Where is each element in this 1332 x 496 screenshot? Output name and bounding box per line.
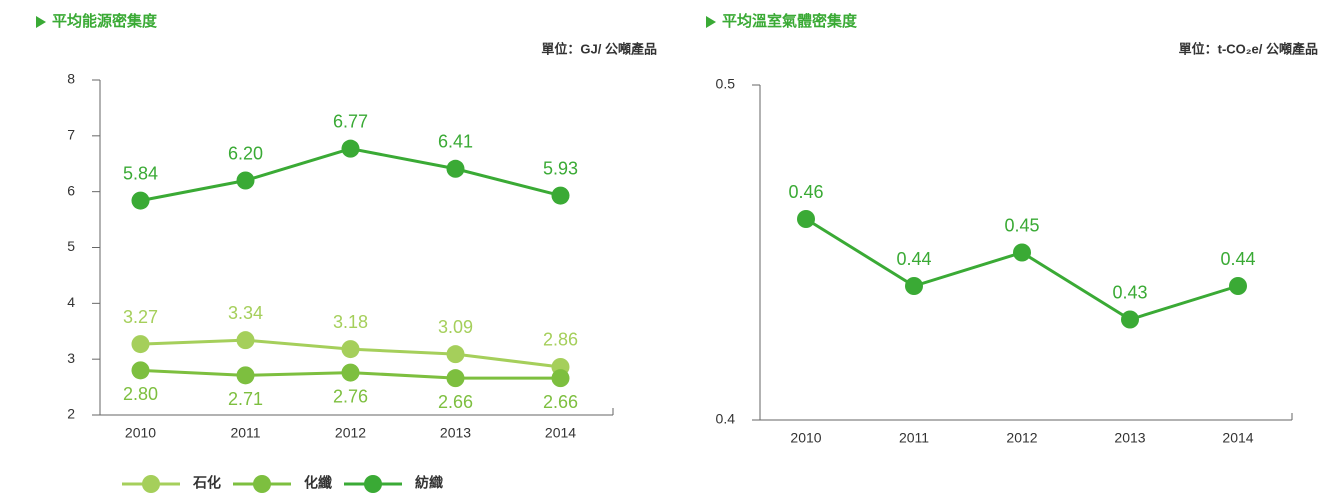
x-tick-label: 2011: [899, 430, 929, 446]
data-label: 2.80: [123, 384, 158, 404]
legend-label: 石化: [192, 475, 221, 491]
data-point: [446, 159, 465, 178]
chart-title: 平均溫室氣體密集度: [722, 12, 858, 30]
data-label: 0.45: [1004, 215, 1039, 235]
legend-marker: [253, 475, 271, 493]
x-tick-label: 2014: [545, 425, 576, 441]
x-tick-label: 2012: [1006, 430, 1037, 446]
data-point: [1013, 243, 1031, 262]
data-label: 5.93: [543, 158, 578, 178]
unit-label: 單位：GJ/ 公噸產品: [541, 41, 657, 56]
y-tick-label: 6: [67, 182, 75, 198]
data-point: [131, 335, 150, 354]
legend-marker: [142, 475, 160, 493]
data-point: [446, 369, 465, 388]
data-point: [341, 139, 360, 158]
x-tick-label: 2012: [335, 425, 366, 441]
data-label: 6.41: [438, 132, 473, 152]
y-tick-label: 8: [67, 71, 75, 87]
title-marker: [706, 16, 716, 28]
chart-title: 平均能源密集度: [52, 12, 158, 30]
data-point: [551, 186, 570, 205]
unit-label: 單位：t-CO₂e/ 公噸產品: [1179, 41, 1318, 56]
data-label: 0.46: [788, 182, 823, 202]
legend-label: 紡織: [415, 475, 443, 491]
data-point: [131, 361, 150, 380]
data-point: [236, 366, 255, 385]
y-tick-label: 2: [67, 406, 75, 422]
y-tick-label: 4: [67, 294, 75, 310]
data-point: [1229, 277, 1247, 295]
data-label: 3.18: [333, 312, 368, 332]
data-label: 2.71: [228, 389, 263, 409]
y-tick-label: 0.5: [716, 76, 736, 92]
data-label: 6.77: [333, 111, 368, 131]
data-label: 3.27: [123, 307, 158, 327]
x-tick-label: 2011: [230, 425, 260, 441]
y-tick-label: 7: [67, 127, 75, 143]
data-point: [131, 191, 150, 210]
y-tick-label: 5: [67, 238, 75, 254]
x-tick-label: 2013: [440, 425, 471, 441]
data-label: 3.09: [438, 317, 473, 337]
data-label: 6.20: [228, 143, 263, 163]
data-point: [236, 331, 255, 350]
data-label: 5.84: [123, 163, 158, 183]
data-point: [905, 277, 923, 295]
data-point: [1121, 310, 1139, 329]
legend-marker: [364, 475, 382, 493]
data-label: 0.44: [1220, 249, 1255, 269]
y-tick-label: 0.4: [716, 411, 736, 427]
y-tick-label: 3: [67, 350, 75, 366]
data-point: [446, 345, 465, 364]
data-point: [341, 363, 360, 382]
data-point: [797, 210, 815, 228]
x-tick-label: 2010: [790, 430, 821, 446]
title-marker: [36, 16, 46, 28]
data-label: 0.43: [1112, 282, 1147, 302]
data-label: 3.34: [228, 303, 263, 323]
data-label: 2.86: [543, 330, 578, 350]
x-tick-label: 2010: [125, 425, 156, 441]
data-point: [341, 340, 360, 359]
data-label: 2.66: [543, 392, 578, 412]
legend-label: 化纖: [304, 475, 332, 491]
data-label: 2.76: [333, 386, 368, 406]
x-tick-label: 2014: [1222, 430, 1253, 446]
data-label: 0.44: [896, 249, 931, 269]
x-tick-label: 2013: [1114, 430, 1145, 446]
data-point: [551, 369, 570, 388]
data-point: [236, 171, 255, 190]
data-label: 2.66: [438, 392, 473, 412]
